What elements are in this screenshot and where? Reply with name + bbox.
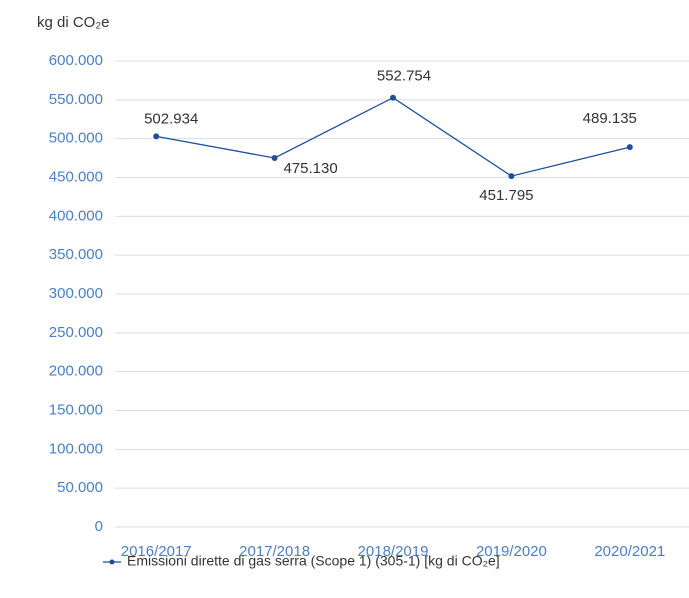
x-tick-label: 2020/2021 xyxy=(594,543,665,560)
data-label: 451.795 xyxy=(479,187,533,204)
line xyxy=(156,96,630,177)
x-tick-label: 2016/2017 xyxy=(121,543,192,560)
y-tick-label: 100.000 xyxy=(49,440,103,457)
x-tick-label: 2019/2020 xyxy=(476,543,547,560)
x-tick-label: 2018/2019 xyxy=(358,543,429,560)
y-tick-label: 50.000 xyxy=(57,479,103,496)
data-label: 475.130 xyxy=(283,160,337,177)
y-tick-label: 350.000 xyxy=(49,246,103,263)
y-tick-label: 0 xyxy=(95,518,103,535)
y-tick-label: 500.000 xyxy=(49,130,103,147)
y-tick-label: 400.000 xyxy=(49,207,103,224)
y-tick-label: 600.000 xyxy=(49,52,103,69)
point xyxy=(153,133,160,140)
y-axis-label: kg di CO₂e xyxy=(37,14,110,31)
y-tick-label: 250.000 xyxy=(49,324,103,341)
data-label: 552.754 xyxy=(377,68,431,85)
x-tick-label: 2017/2018 xyxy=(239,543,310,560)
y-tick-label: 450.000 xyxy=(49,168,103,185)
point xyxy=(271,154,278,161)
data-label: 502.934 xyxy=(144,110,198,127)
y-tick-label: 550.000 xyxy=(49,91,103,108)
legend-marker xyxy=(109,559,115,565)
y-tick-label: 200.000 xyxy=(49,363,103,380)
y-tick-label: 300.000 xyxy=(49,285,103,302)
legend-label: Emissioni dirette di gas serra (Scope 1)… xyxy=(127,553,500,569)
data-label: 489.135 xyxy=(583,110,637,127)
point xyxy=(390,94,396,101)
y-tick-label: 150.000 xyxy=(49,401,103,418)
point xyxy=(508,173,515,180)
point xyxy=(626,144,633,151)
